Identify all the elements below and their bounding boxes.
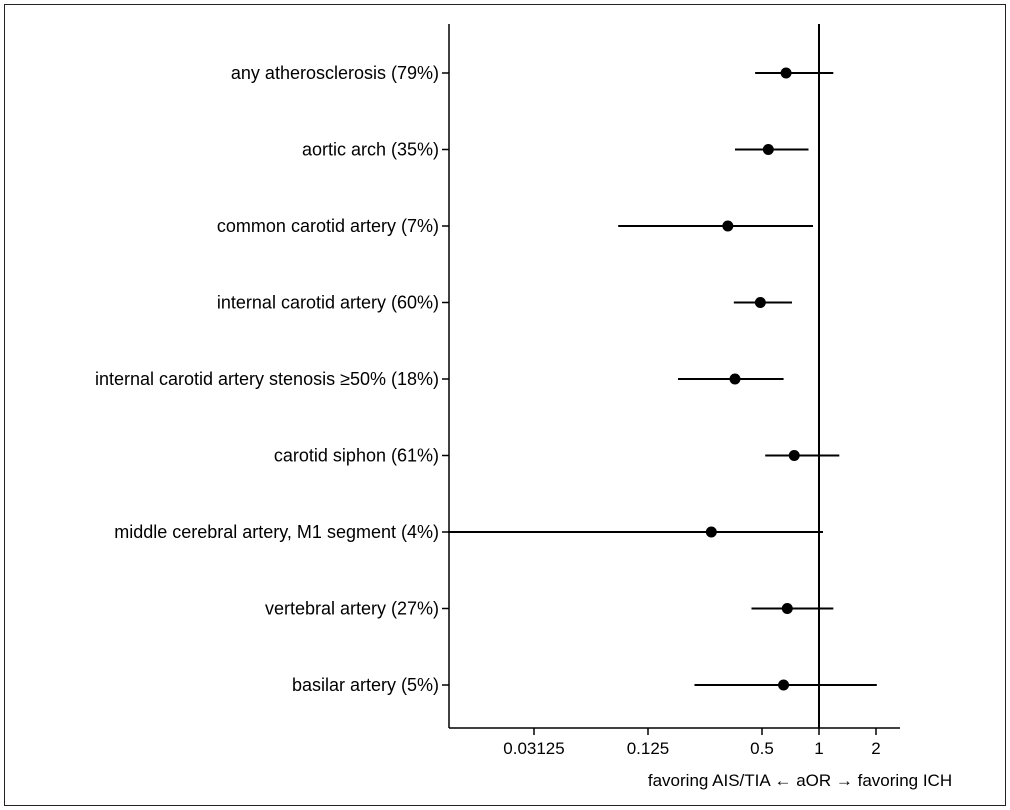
row-label: middle cerebral artery, M1 segment (4%) <box>114 522 439 542</box>
point-estimate <box>722 220 734 232</box>
point-estimate <box>780 67 792 79</box>
row-label: any atherosclerosis (79%) <box>231 63 439 83</box>
row-label: basilar artery (5%) <box>292 675 439 695</box>
row-label: internal carotid artery (60%) <box>217 293 439 313</box>
row-label: internal carotid artery stenosis ≥50% (1… <box>95 369 439 389</box>
x-tick-label: 0.03125 <box>503 739 564 758</box>
x-tick-label: 0.125 <box>627 739 670 758</box>
forest-row: internal carotid artery (60%) <box>217 293 792 313</box>
forest-row: carotid siphon (61%) <box>274 446 840 466</box>
forest-row: common carotid artery (7%) <box>217 216 814 236</box>
point-estimate <box>729 373 741 385</box>
point-estimate <box>754 297 766 308</box>
forest-row: any atherosclerosis (79%) <box>231 63 834 83</box>
point-estimate <box>762 144 774 155</box>
row-label: aortic arch (35%) <box>302 140 439 160</box>
point-estimate <box>705 526 717 538</box>
x-ticks: 0.03125 0.125 0.5 1 2 <box>503 728 881 758</box>
point-estimate <box>788 450 800 461</box>
point-estimate <box>778 679 790 691</box>
x-axis-title: favoring AIS/TIA ← aOR → favoring ICH <box>648 771 952 790</box>
x-tick-label: 2 <box>871 739 880 758</box>
forest-row: internal carotid artery stenosis ≥50% (1… <box>95 369 784 389</box>
forest-row: aortic arch (35%) <box>302 140 809 160</box>
x-tick-label: 0.5 <box>750 739 774 758</box>
row-label: vertebral artery (27%) <box>265 599 439 619</box>
forest-row: vertebral artery (27%) <box>265 599 834 619</box>
figure-frame <box>4 4 1006 806</box>
forest-row: middle cerebral artery, M1 segment (4%) <box>114 522 824 542</box>
forest-row: basilar artery (5%) <box>292 675 877 695</box>
rows-layer: any atherosclerosis (79%) aortic arch (35… <box>95 63 877 695</box>
x-tick-label: 1 <box>814 739 823 758</box>
row-label: carotid siphon (61%) <box>274 446 439 466</box>
point-estimate <box>781 603 793 614</box>
row-label: common carotid artery (7%) <box>217 216 439 236</box>
